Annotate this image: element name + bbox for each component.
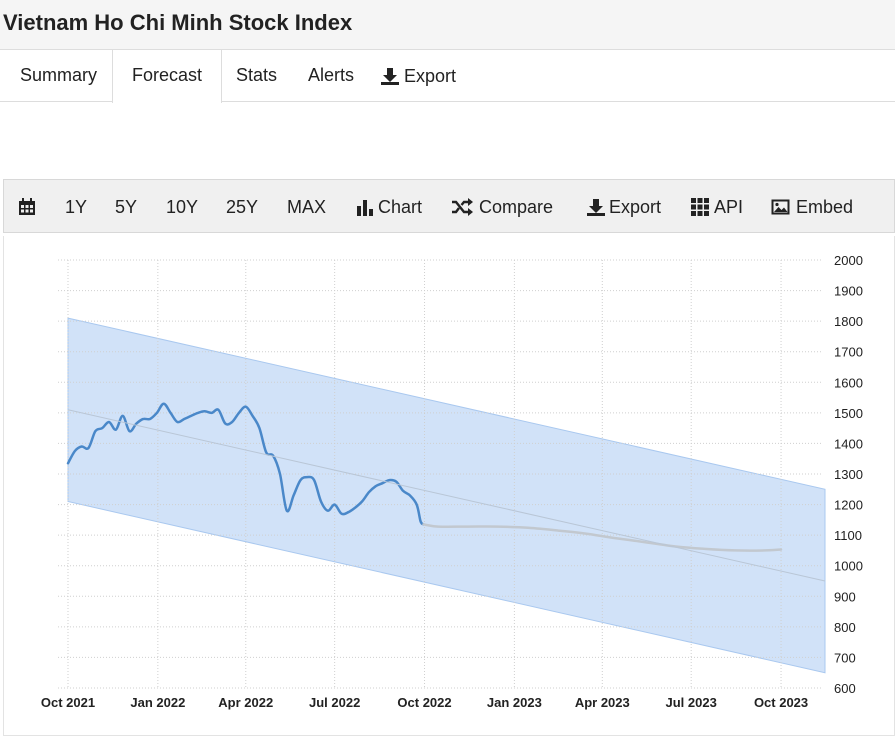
x-tick-label: Jul 2022 [309,695,360,710]
y-tick-label: 1300 [834,467,863,482]
image-icon [771,199,790,215]
chart-type-label: Chart [378,196,423,217]
calendar-button[interactable] [18,180,36,234]
download-icon [381,68,399,85]
y-tick-label: 600 [834,681,856,696]
shuffle-icon [452,198,473,216]
compare-button[interactable]: Compare [451,180,553,234]
embed-button[interactable]: Embed [771,180,853,234]
x-tick-label: Apr 2022 [218,695,273,710]
tab-stats[interactable]: Stats [236,65,278,85]
page-title: Vietnam Ho Chi Minh Stock Index [3,10,353,35]
embed-label: Embed [796,196,854,217]
range-25y-button[interactable]: 25Y [226,196,259,217]
tab-export-label: Export [404,66,457,86]
tab-export[interactable]: Export [381,50,456,102]
y-tick-label: 900 [834,589,856,604]
tab-summary[interactable]: Summary [0,50,119,102]
y-tick-label: 1100 [834,528,862,543]
y-tick-label: 1600 [834,375,863,390]
export-button[interactable]: Export [587,180,661,234]
api-button[interactable]: API [691,180,743,234]
forecast-chart[interactable]: 600 700 800 900 1000 1100 1200 1300 1400 1500 1600… [4,236,895,736]
grid-icon [691,198,709,216]
y-tick-label: 1000 [834,559,863,574]
calendar-icon [19,198,35,215]
tab-bar: Summary Forecast Stats Alerts Export [0,50,895,103]
x-tick-label: Oct 2023 [754,695,808,710]
x-tick-label: Jul 2023 [666,695,717,710]
range-10y-button[interactable]: 10Y [166,196,199,217]
y-tick-label: 1500 [834,406,863,421]
x-tick-label: Oct 2021 [41,695,95,710]
x-tick-label: Oct 2022 [397,695,451,710]
y-tick-label: 1900 [834,284,863,299]
y-tick-label: 1200 [834,498,863,513]
export-label: Export [609,196,662,217]
y-tick-label: 1800 [834,314,863,329]
chart-frame: 600 700 800 900 1000 1100 1200 1300 1400 1500 1600… [3,236,895,736]
api-label: API [714,196,744,217]
y-tick-label: 2000 [834,253,863,268]
x-tick-label: Apr 2023 [575,695,630,710]
range-max-button[interactable]: MAX [287,196,327,217]
compare-label: Compare [479,196,554,217]
y-tick-label: 1400 [834,436,863,451]
chart-toolbar: 1Y 5Y 10Y 25Y MAX Chart Compare Export [3,179,895,233]
y-tick-label: 700 [834,650,856,665]
download-icon [587,199,605,216]
historical-line [66,402,425,526]
y-tick-label: 1700 [834,345,863,360]
title-bar: Vietnam Ho Chi Minh Stock Index [0,0,895,50]
range-5y-button[interactable]: 5Y [115,196,138,217]
range-1y-button[interactable]: 1Y [65,196,88,217]
tab-alerts[interactable]: Alerts [308,65,355,85]
x-tick-label: Jan 2023 [487,695,542,710]
chart-type-button[interactable]: Chart [356,180,422,234]
x-tick-label: Jan 2022 [130,695,185,710]
tab-forecast[interactable]: Forecast [112,50,223,103]
forecast-line [422,523,783,552]
y-tick-label: 800 [834,620,856,635]
bar-chart-icon [357,200,373,216]
trend-line [67,409,826,582]
